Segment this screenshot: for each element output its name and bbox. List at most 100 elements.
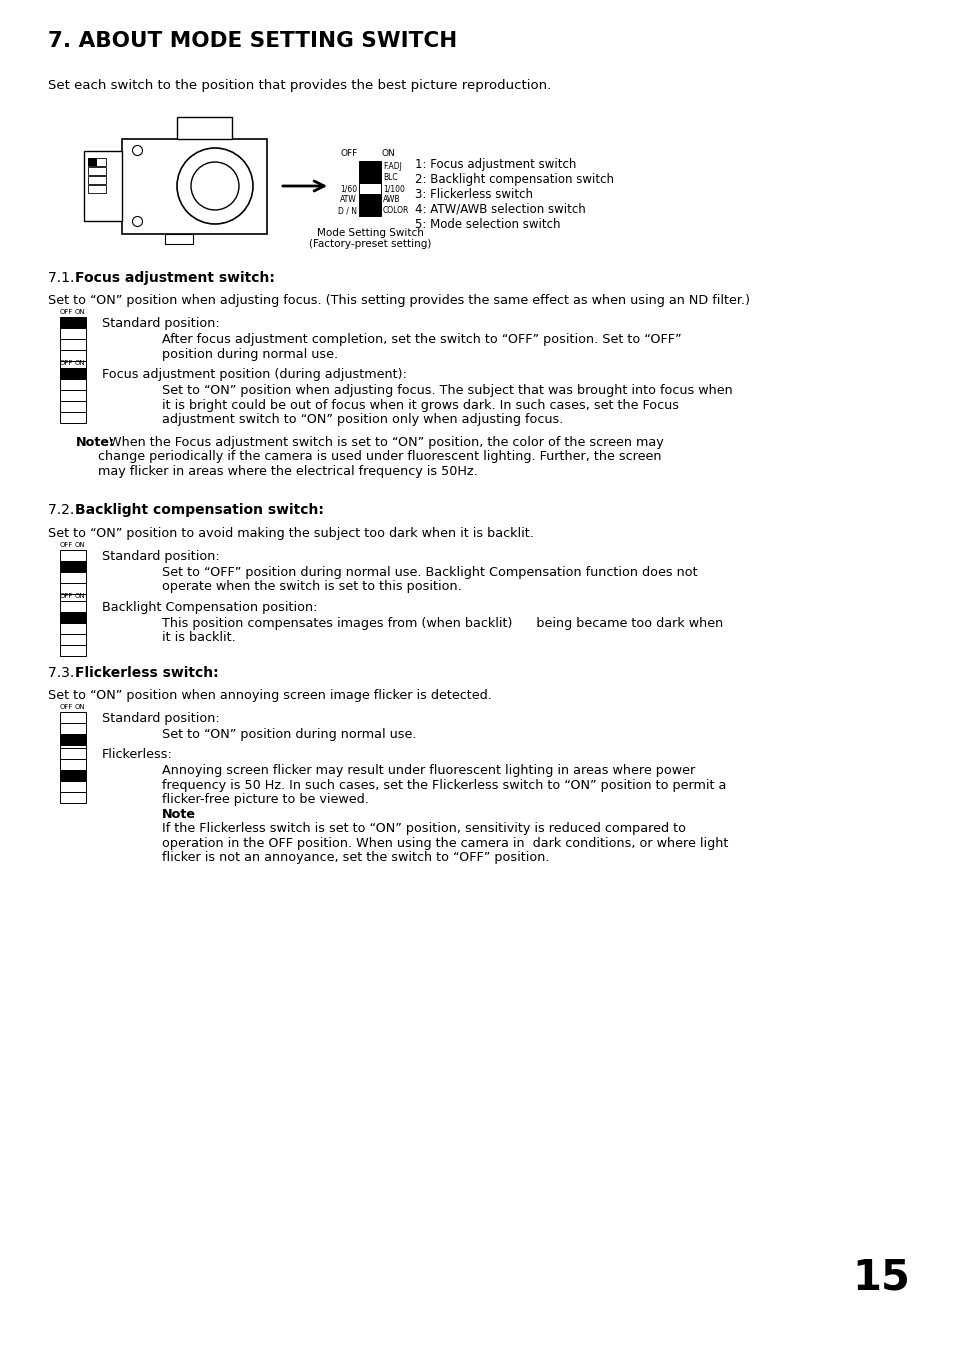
Bar: [165, 234, 193, 243]
Bar: [60, 593, 86, 605]
Bar: [60, 734, 86, 744]
Text: ON: ON: [74, 740, 85, 747]
Bar: [60, 634, 86, 644]
Bar: [177, 116, 233, 139]
Text: Set to “ON” position to avoid making the subject too dark when it is backlit.: Set to “ON” position to avoid making the…: [48, 527, 534, 539]
Bar: [60, 723, 86, 734]
Text: Mode Setting Switch: Mode Setting Switch: [316, 228, 423, 238]
Text: ON: ON: [381, 149, 395, 158]
Bar: [60, 582, 86, 593]
Bar: [60, 412, 86, 423]
Bar: [60, 339, 86, 350]
Text: frequency is 50 Hz. In such cases, set the Flickerless switch to “ON” position t: frequency is 50 Hz. In such cases, set t…: [162, 780, 725, 792]
Bar: [60, 390, 86, 401]
Bar: [358, 205, 380, 216]
Text: Set to “ON” position when annoying screen image flicker is detected.: Set to “ON” position when annoying scree…: [48, 689, 492, 701]
Bar: [358, 172, 380, 182]
Bar: [85, 151, 122, 222]
Text: ON: ON: [74, 309, 85, 315]
Bar: [89, 158, 97, 166]
Text: it is bright could be out of focus when it grows dark. In such cases, set the Fo: it is bright could be out of focus when …: [162, 399, 679, 412]
Text: ON: ON: [74, 593, 85, 598]
Circle shape: [132, 216, 142, 227]
Text: Set to “OFF” position during normal use. Backlight Compensation function does no: Set to “OFF” position during normal use.…: [162, 566, 697, 578]
Text: 3: Flickerless switch: 3: Flickerless switch: [415, 188, 533, 201]
Bar: [60, 350, 86, 362]
Bar: [60, 362, 86, 373]
Text: flicker is not an annoyance, set the switch to “OFF” position.: flicker is not an annoyance, set the swi…: [162, 851, 549, 865]
Text: F.ADJ: F.ADJ: [382, 162, 401, 172]
Text: If the Flickerless switch is set to “ON” position, sensitivity is reduced compar: If the Flickerless switch is set to “ON”…: [162, 823, 685, 835]
Text: Focus adjustment switch:: Focus adjustment switch:: [75, 272, 275, 285]
Text: 4: ATW/AWB selection switch: 4: ATW/AWB selection switch: [415, 203, 585, 216]
Text: Standard position:: Standard position:: [102, 712, 219, 725]
Text: 1: Focus adjustment switch: 1: Focus adjustment switch: [415, 158, 576, 172]
Text: 7. ABOUT MODE SETTING SWITCH: 7. ABOUT MODE SETTING SWITCH: [48, 31, 456, 51]
Text: Flickerless:: Flickerless:: [102, 748, 172, 762]
Text: OFF: OFF: [60, 361, 73, 366]
Bar: [60, 317, 86, 328]
Text: This position compensates images from (when backlit)      being became too dark : This position compensates images from (w…: [162, 616, 722, 630]
Text: 2: Backlight compensation switch: 2: Backlight compensation switch: [415, 173, 614, 186]
Bar: [60, 770, 86, 781]
Text: ON: ON: [74, 704, 85, 711]
Text: position during normal use.: position during normal use.: [162, 347, 337, 361]
Bar: [60, 757, 86, 767]
Text: OFF: OFF: [60, 542, 73, 547]
Text: Focus adjustment position (during adjustment):: Focus adjustment position (during adjust…: [102, 369, 406, 381]
Bar: [60, 612, 86, 623]
Bar: [60, 369, 86, 380]
Text: Backlight Compensation position:: Backlight Compensation position:: [102, 601, 317, 613]
Text: AWB: AWB: [382, 195, 400, 204]
Text: 1/60: 1/60: [339, 184, 356, 193]
Text: Set to “ON” position when adjusting focus. (This setting provides the same effec: Set to “ON” position when adjusting focu…: [48, 295, 749, 307]
Bar: [89, 185, 107, 193]
Text: operate when the switch is set to this position.: operate when the switch is set to this p…: [162, 580, 461, 593]
Text: ON: ON: [74, 542, 85, 547]
Text: flicker-free picture to be viewed.: flicker-free picture to be viewed.: [162, 793, 369, 807]
Bar: [60, 561, 86, 571]
Text: 7.3.: 7.3.: [48, 666, 78, 680]
Bar: [60, 644, 86, 655]
Text: 5: Mode selection switch: 5: Mode selection switch: [415, 218, 560, 231]
Text: Set each switch to the position that provides the best picture reproduction.: Set each switch to the position that pro…: [48, 78, 551, 92]
Text: operation in the OFF position. When using the camera in  dark conditions, or whe: operation in the OFF position. When usin…: [162, 836, 727, 850]
Text: Annoying screen flicker may result under fluorescent lighting in areas where pow: Annoying screen flicker may result under…: [162, 765, 695, 777]
Bar: [60, 623, 86, 634]
Bar: [60, 748, 86, 759]
Text: OFF: OFF: [60, 704, 73, 711]
Text: Standard position:: Standard position:: [102, 317, 219, 331]
Text: may flicker in areas where the electrical frequency is 50Hz.: may flicker in areas where the electrica…: [98, 465, 477, 478]
Text: OFF: OFF: [60, 309, 73, 315]
Bar: [60, 601, 86, 612]
Text: 7.2.: 7.2.: [48, 504, 78, 517]
Text: 1/100: 1/100: [382, 184, 404, 193]
Text: ON: ON: [74, 361, 85, 366]
Bar: [60, 328, 86, 339]
Text: Set to “ON” position when adjusting focus. The subject that was brought into foc: Set to “ON” position when adjusting focu…: [162, 384, 732, 397]
Text: Flickerless switch:: Flickerless switch:: [75, 666, 219, 680]
Circle shape: [132, 146, 142, 155]
Text: OFF: OFF: [60, 593, 73, 598]
Text: OFF: OFF: [60, 740, 73, 747]
Text: OFF: OFF: [340, 149, 357, 158]
Text: Standard position:: Standard position:: [102, 550, 219, 563]
Text: change periodically if the camera is used under fluorescent lighting. Further, t: change periodically if the camera is use…: [98, 450, 660, 463]
Text: Note:: Note:: [76, 436, 115, 449]
Text: 15: 15: [851, 1256, 909, 1300]
Bar: [60, 380, 86, 390]
Text: it is backlit.: it is backlit.: [162, 631, 235, 644]
Bar: [122, 139, 267, 234]
Bar: [89, 158, 107, 166]
Bar: [60, 759, 86, 770]
Bar: [60, 781, 86, 793]
Text: Backlight compensation switch:: Backlight compensation switch:: [75, 504, 324, 517]
Text: When the Focus adjustment switch is set to “ON” position, the color of the scree: When the Focus adjustment switch is set …: [105, 436, 663, 449]
Bar: [60, 550, 86, 561]
Text: ATW: ATW: [340, 195, 356, 204]
Text: After focus adjustment completion, set the switch to “OFF” position. Set to “OFF: After focus adjustment completion, set t…: [162, 334, 680, 346]
Text: Set to “ON” position during normal use.: Set to “ON” position during normal use.: [162, 728, 416, 740]
Circle shape: [177, 149, 253, 224]
Bar: [60, 793, 86, 804]
Bar: [89, 168, 107, 176]
